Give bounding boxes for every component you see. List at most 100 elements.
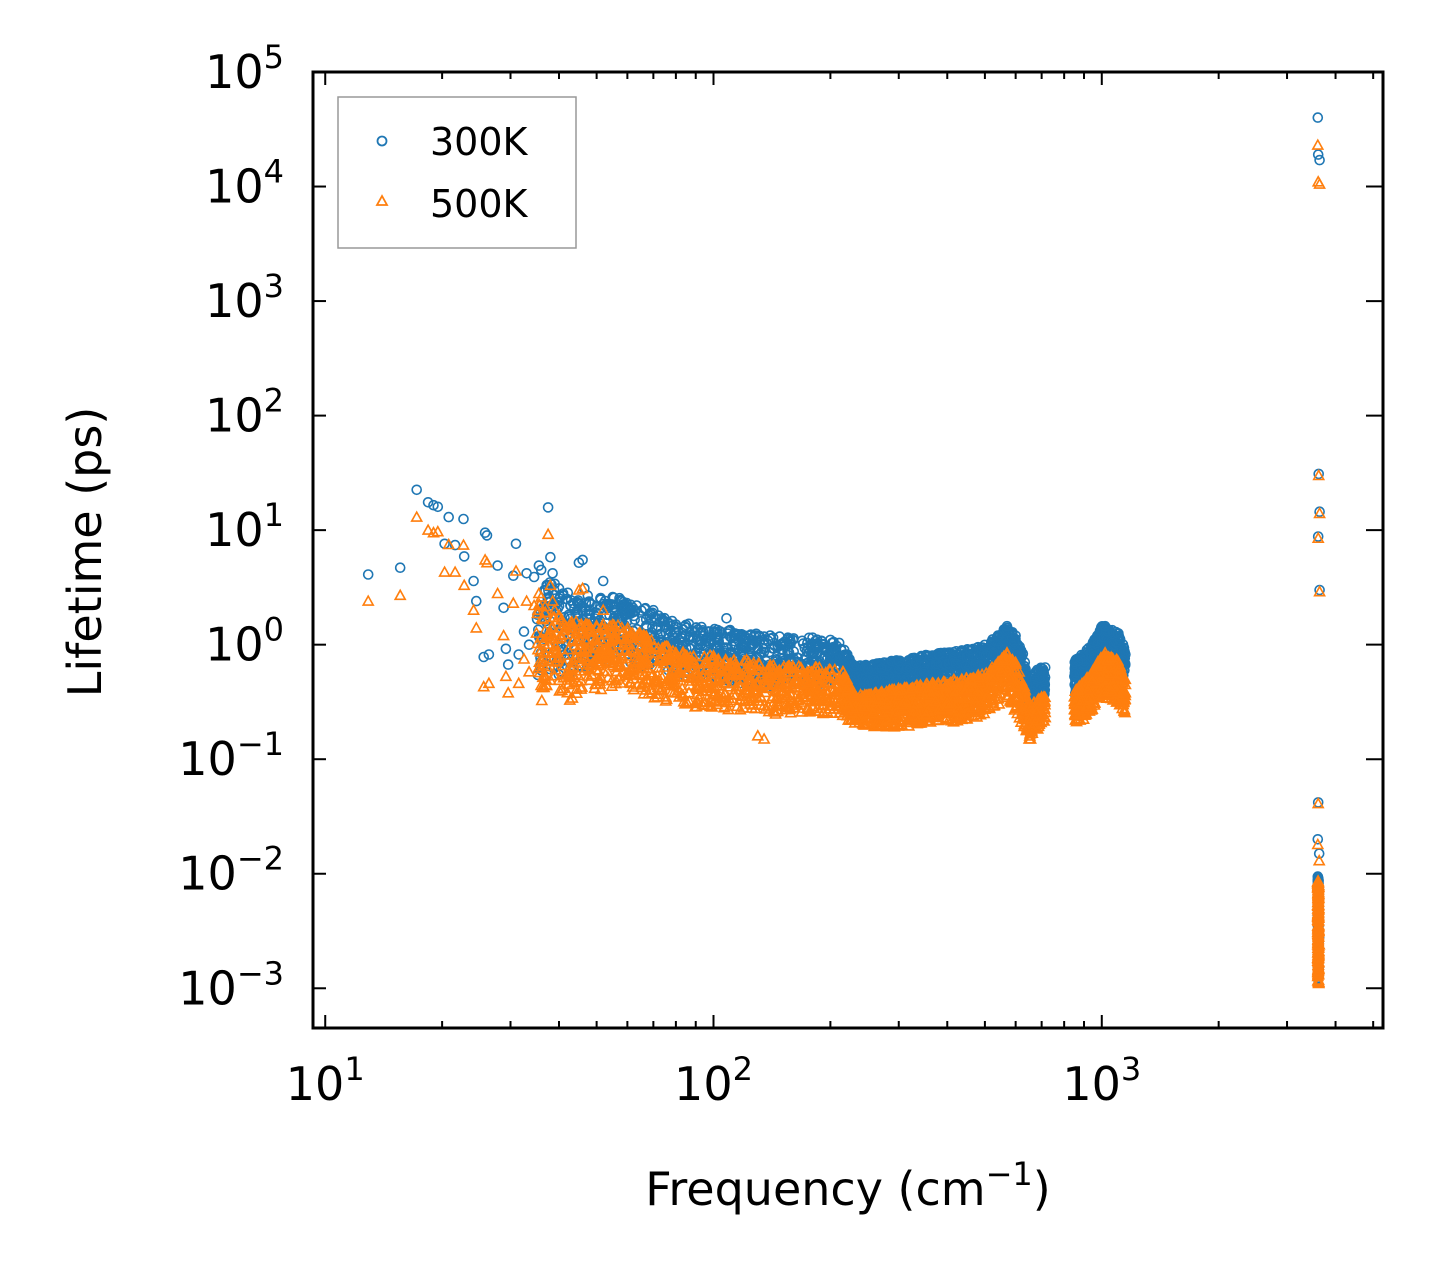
point-300k (807, 632, 818, 644)
point-500k (972, 670, 986, 683)
point-300k (552, 597, 563, 608)
point-300k (1312, 833, 1324, 845)
point-300k (597, 575, 609, 587)
point-300k (965, 644, 977, 656)
point-500k (772, 699, 786, 711)
point-300k (862, 664, 874, 675)
point-500k (1000, 689, 1014, 701)
point-300k (1120, 649, 1131, 660)
point-300k (753, 631, 765, 642)
point-500k (880, 701, 894, 714)
point-500k (863, 691, 877, 703)
point-300k (738, 635, 749, 646)
point-300k (960, 660, 972, 671)
point-300k (821, 654, 833, 666)
point-300k (571, 596, 583, 608)
point-300k (599, 600, 611, 612)
point-500k (740, 665, 754, 677)
point-500k (816, 705, 830, 718)
point-500k (809, 660, 822, 672)
point-300k (680, 630, 692, 641)
point-500k (540, 641, 553, 654)
point-300k (518, 626, 530, 637)
point-500k (533, 659, 546, 672)
point-500k (1003, 671, 1017, 683)
point-500k (762, 670, 776, 683)
point-500k (762, 700, 775, 712)
y-tick-label: 10−1 (178, 725, 284, 786)
point-500k (826, 696, 839, 708)
point-300k (879, 672, 891, 684)
point-500k (755, 679, 769, 692)
point-300k (667, 630, 678, 641)
point-500k (840, 696, 853, 708)
point-500k (580, 654, 594, 666)
point-300k (782, 645, 794, 657)
point-300k (468, 575, 479, 587)
point-300k (1102, 626, 1113, 637)
point-300k (498, 602, 509, 614)
point-300k (584, 608, 596, 620)
point-500k (639, 631, 653, 643)
point-500k (592, 658, 606, 671)
point-300k (502, 659, 514, 670)
point-500k (565, 618, 578, 631)
point-300k (1312, 112, 1324, 123)
point-500k (735, 668, 749, 681)
point-300k (1075, 652, 1086, 664)
point-500k (800, 674, 813, 687)
point-300k (950, 658, 962, 669)
point-500k (795, 705, 808, 717)
point-300k (1312, 149, 1324, 160)
point-300k (919, 659, 930, 671)
point-500k (767, 704, 780, 717)
point-500k (594, 682, 608, 695)
point-500k (857, 699, 871, 712)
point-500k (609, 673, 623, 686)
point-500k (969, 695, 982, 707)
point-300k (838, 644, 850, 656)
point-300k (492, 560, 503, 571)
point-500k (973, 688, 986, 700)
point-300k (627, 602, 639, 614)
major-ticks (313, 71, 1383, 1028)
point-500k (722, 702, 735, 715)
point-500k (573, 663, 587, 676)
point-300k (616, 595, 628, 607)
point-300k (543, 585, 554, 596)
y-tick-label: 101 (205, 496, 284, 557)
point-300k (729, 628, 741, 639)
point-500k (731, 661, 745, 674)
point-500k (612, 658, 625, 670)
point-300k (577, 606, 588, 618)
point-300k (818, 651, 830, 663)
point-500k (929, 694, 942, 707)
point-500k (568, 638, 581, 651)
point-300k (848, 660, 860, 672)
point-500k (566, 653, 580, 666)
point-300k (711, 634, 723, 646)
point-500k (680, 696, 694, 708)
point-500k (915, 681, 928, 694)
point-300k (432, 501, 444, 513)
point-500k (1018, 687, 1032, 699)
point-500k (531, 636, 544, 649)
point-500k (790, 698, 804, 710)
point-500k (570, 682, 584, 694)
point-500k (652, 682, 665, 695)
point-500k (541, 629, 555, 642)
point-500k (569, 614, 583, 627)
point-500k (531, 643, 545, 655)
point-300k (479, 527, 491, 539)
data-points (361, 112, 1326, 989)
point-500k (598, 643, 612, 656)
point-300k (422, 496, 434, 508)
point-500k (842, 698, 856, 710)
point-500k (593, 641, 607, 654)
point-500k (673, 670, 687, 683)
point-500k (641, 656, 655, 668)
point-500k (982, 689, 995, 702)
point-500k (705, 667, 719, 679)
point-300k (443, 511, 455, 523)
point-500k (678, 697, 692, 709)
